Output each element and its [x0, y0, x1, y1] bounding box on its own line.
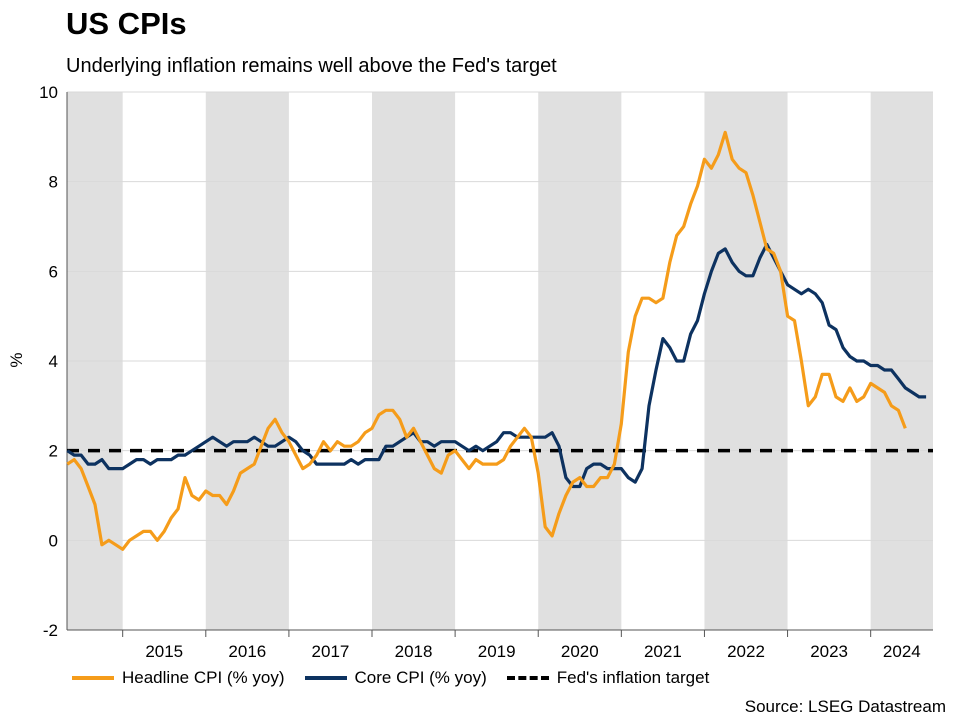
y-tick-label-0: 0 [49, 531, 58, 550]
y-tick-label-4: 4 [49, 352, 58, 371]
y-tick-label-2: 2 [49, 442, 58, 461]
y-axis-label: % [7, 352, 26, 367]
x-tick-label-2019: 2019 [478, 642, 516, 661]
x-tick-label-2023: 2023 [810, 642, 848, 661]
x-tick-label-2020: 2020 [561, 642, 599, 661]
headline-swatch-icon [72, 676, 114, 680]
series-core-cpi-line [66, 242, 927, 489]
chart-title: US CPIs [66, 6, 187, 41]
legend-item-headline: Headline CPI (% yoy) [72, 668, 285, 688]
x-tick-label-2022: 2022 [727, 642, 765, 661]
x-tick-label-2021: 2021 [644, 642, 682, 661]
chart-subtitle: Underlying inflation remains well above … [66, 55, 557, 77]
legend-label-headline: Headline CPI (% yoy) [122, 668, 285, 687]
x-tick-label-2024: 2024 [883, 642, 921, 661]
x-tick-label-2018: 2018 [395, 642, 433, 661]
legend-item-target: Fed's inflation target [506, 668, 710, 688]
legend-label-target: Fed's inflation target [556, 668, 710, 687]
x-tick-label-2016: 2016 [228, 642, 266, 661]
target-swatch-icon [506, 676, 549, 680]
legend-item-core: Core CPI (% yoy) [304, 668, 487, 688]
y-tick-label-10: 10 [39, 83, 58, 102]
x-tick-label-2017: 2017 [312, 642, 350, 661]
y-tick-label-6: 6 [49, 262, 58, 281]
x-tick-label-2015: 2015 [145, 642, 183, 661]
source-note: Source: LSEG Datastream [744, 697, 946, 716]
legend: Headline CPI (% yoy) Core CPI (% yoy) Fe… [72, 668, 729, 688]
y-tick-label--2: -2 [43, 621, 58, 640]
series-headline-cpi-line [66, 130, 907, 551]
core-swatch-icon [304, 676, 347, 680]
legend-label-core: Core CPI (% yoy) [354, 668, 487, 687]
y-tick-label-8: 8 [49, 173, 58, 192]
